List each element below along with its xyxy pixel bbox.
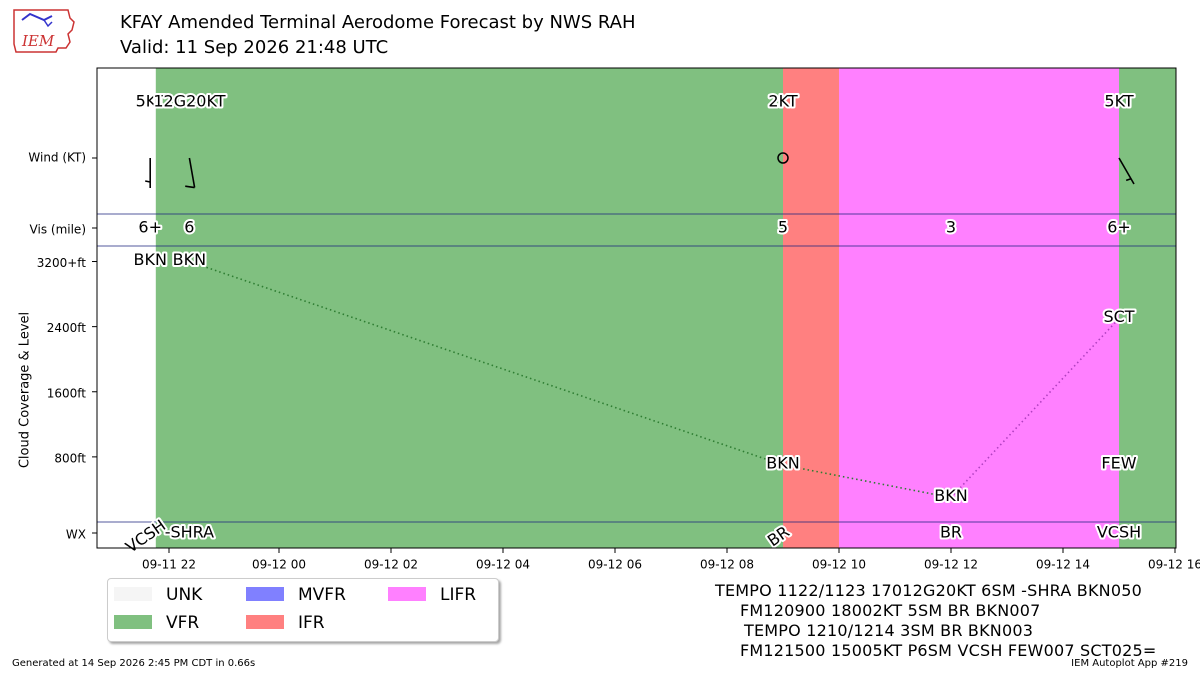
legend-item-ifr: IFR (246, 613, 325, 635)
x-tick-label: 09-12 06 (588, 558, 642, 572)
legend-item-unk: UNK (114, 585, 202, 607)
wind-barb-2 (185, 157, 196, 189)
axes: 09-11 22 09-12 00 09-12 02 09-12 04 09-12 06… (18, 151, 1200, 572)
y-axis-title: Cloud Coverage & Level (18, 312, 33, 468)
wind-barb-half (1125, 178, 1132, 182)
row-separators (97, 213, 1176, 523)
x-tick-label: 09-12 04 (476, 558, 530, 572)
wind-barb-calm (777, 152, 789, 164)
wind-barb-1 (145, 158, 151, 188)
vis-label: 3 (946, 218, 956, 237)
cloud-label: SCT (1103, 307, 1134, 326)
y-label-vis: Vis (mile) (30, 223, 86, 237)
vis-label: 5 (778, 218, 788, 237)
vis-label: 6 (184, 218, 194, 237)
category-band-lifr (839, 68, 1119, 548)
x-tick-label: 09-12 00 (252, 558, 306, 572)
legend-swatch-vfr (114, 615, 152, 629)
category-band-vfr (1119, 68, 1176, 548)
logo-text: IEM (21, 32, 55, 50)
x-tick-label: 09-11 22 (142, 558, 196, 572)
wind-label: 2KT (768, 92, 797, 111)
legend-swatch-ifr (246, 615, 284, 629)
wind-barb-half (145, 180, 151, 183)
chart-title: KFAY Amended Terminal Aerodome Forecast … (120, 12, 636, 33)
cloud-label: BKN (934, 486, 967, 505)
x-tick-label: 09-12 12 (924, 558, 978, 572)
cloud-label: FEW (1101, 454, 1136, 473)
wind-label: 5KT (136, 92, 165, 111)
wind-label: 12G20KT (153, 92, 225, 111)
x-tick-label: 09-12 14 (1036, 558, 1090, 572)
cloud-tick-label: 2400ft (47, 321, 87, 335)
x-tick-label: 09-12 16 (1148, 558, 1200, 572)
wx-label: BR (940, 523, 962, 542)
plot-frame (96, 67, 1177, 549)
taf-line-4: FM121500 15005KT P6SM VCSH FEW007 SCT025… (740, 641, 1157, 660)
cloud-line-2 (950, 317, 1120, 499)
legend-item-vfr: VFR (114, 613, 199, 635)
taf-line-1: TEMPO 1122/1123 17012G20KT 6SM -SHRA BKN… (715, 581, 1142, 600)
category-band-vfr (155, 68, 784, 548)
vis-label: 6+ (1107, 218, 1131, 237)
wind-barb-staff (1118, 157, 1135, 185)
chart-subtitle: Valid: 11 Sep 2026 21:48 UTC (120, 37, 389, 58)
x-tick-label: 09-12 02 (364, 558, 418, 572)
wx-label: VCSH (1097, 523, 1141, 542)
wind-barb-staff (188, 157, 196, 188)
legend-item-lifr: LIFR (388, 585, 476, 607)
legend: UNK VFR MVFR IFR LIFR (107, 578, 499, 642)
category-band-ifr (783, 68, 839, 548)
flight-category-bands (155, 68, 1176, 548)
wind-barb-4 (1118, 157, 1135, 185)
cloud-tick-label: 3200+ft (37, 256, 87, 270)
vis-label: 6+ (138, 218, 162, 237)
cloud-level-lines (189, 260, 1120, 499)
legend-swatch-lifr (388, 587, 426, 601)
cloud-label: BKN (133, 250, 166, 269)
cloud-label: BKN (173, 250, 206, 269)
wind-label: 5KT (1104, 92, 1133, 111)
cloud-tick-label: 1600ft (47, 386, 87, 400)
y-label-wind: Wind (KT) (28, 151, 86, 165)
wind-barbs (145, 152, 1135, 189)
wx-label: -SHRA (165, 523, 214, 542)
legend-swatch-unk (114, 587, 152, 601)
footer-app: IEM Autoplot App #219 (1071, 658, 1188, 669)
iem-logo: IEM (8, 4, 80, 56)
y-label-wx: WX (66, 528, 86, 542)
taf-line-2: FM120900 18002KT 5SM BR BKN007 (740, 601, 1041, 620)
legend-swatch-mvfr (246, 587, 284, 601)
footer-generated: Generated at 14 Sep 2026 2:45 PM CDT in … (12, 658, 256, 669)
x-tick-label: 09-12 08 (700, 558, 754, 572)
cloud-tick-label: 800ft (54, 451, 86, 465)
x-tick-label: 09-12 10 (812, 558, 866, 572)
wind-barb-flag (185, 185, 195, 189)
cloud-label: BKN (766, 454, 799, 473)
legend-item-mvfr: MVFR (246, 585, 346, 607)
taf-line-3: TEMPO 1210/1214 3SM BR BKN003 (744, 621, 1034, 640)
